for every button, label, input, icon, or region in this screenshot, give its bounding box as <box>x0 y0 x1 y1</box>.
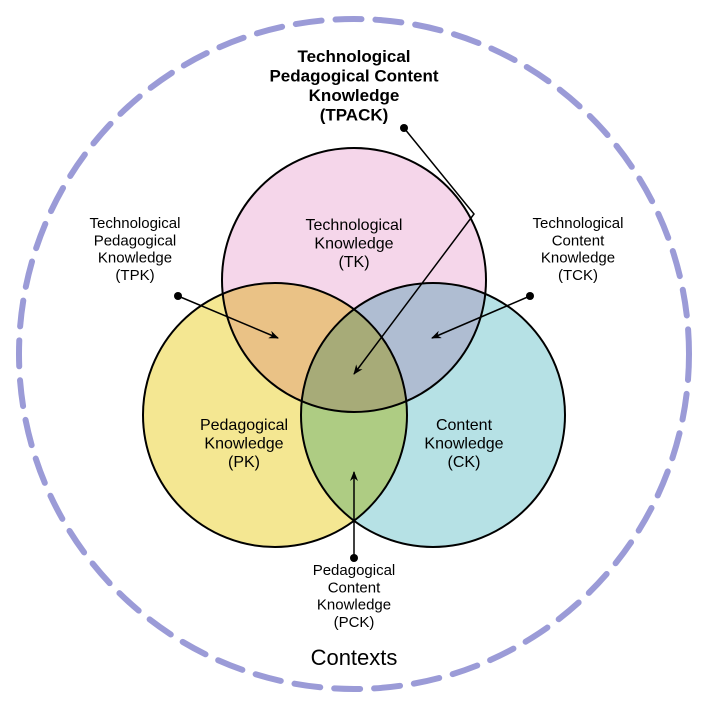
tpack-title: TechnologicalPedagogical ContentKnowledg… <box>269 47 438 125</box>
tpack-title-line3: Knowledge <box>309 86 400 105</box>
pk-label-line3: (PK) <box>228 454 260 471</box>
tck-label-line3: Knowledge <box>541 250 615 267</box>
tk-label-line1: Technological <box>306 217 403 234</box>
tpk-label-line2: Pedagogical <box>94 232 177 249</box>
pk-label-line2: Knowledge <box>204 435 283 452</box>
tck-label-line2: Content <box>552 232 605 249</box>
pk-label-line1: Pedagogical <box>200 417 288 434</box>
tk-label-line2: Knowledge <box>314 235 393 252</box>
circle-tk <box>222 148 486 412</box>
contexts-label: Contexts <box>311 645 398 670</box>
tpk-label-line4: (TPK) <box>115 267 154 284</box>
ck-label-line3: (CK) <box>448 454 481 471</box>
tpk-pointer-dot <box>174 292 182 300</box>
pck-label-line1: Pedagogical <box>313 562 396 579</box>
tck-pointer-dot <box>526 292 534 300</box>
tpk-label: TechnologicalPedagogicalKnowledge(TPK) <box>90 215 181 284</box>
tpk-label-line1: Technological <box>90 215 181 232</box>
tpk-label-line3: Knowledge <box>98 250 172 267</box>
pck-label-line3: Knowledge <box>317 597 391 614</box>
tpack-title-line1: Technological <box>297 47 410 66</box>
tpack-diagram: TechnologicalPedagogical ContentKnowledg… <box>0 0 708 708</box>
pck-label: PedagogicalContentKnowledge(PCK) <box>313 562 396 631</box>
tpack-title-line2: Pedagogical Content <box>269 67 438 86</box>
tck-label-line4: (TCK) <box>558 267 598 284</box>
pck-label-line2: Content <box>328 579 381 596</box>
tck-label: TechnologicalContentKnowledge(TCK) <box>533 215 624 284</box>
tpack-pointer-dot <box>400 124 408 132</box>
pck-label-line4: (PCK) <box>334 614 375 631</box>
ck-label-line2: Knowledge <box>424 435 503 452</box>
ck-label-line1: Content <box>436 417 493 434</box>
pck-pointer-dot <box>350 554 358 562</box>
tpack-title-line4: (TPACK) <box>320 106 389 125</box>
tk-label-line3: (TK) <box>338 254 369 271</box>
tck-label-line1: Technological <box>533 215 624 232</box>
